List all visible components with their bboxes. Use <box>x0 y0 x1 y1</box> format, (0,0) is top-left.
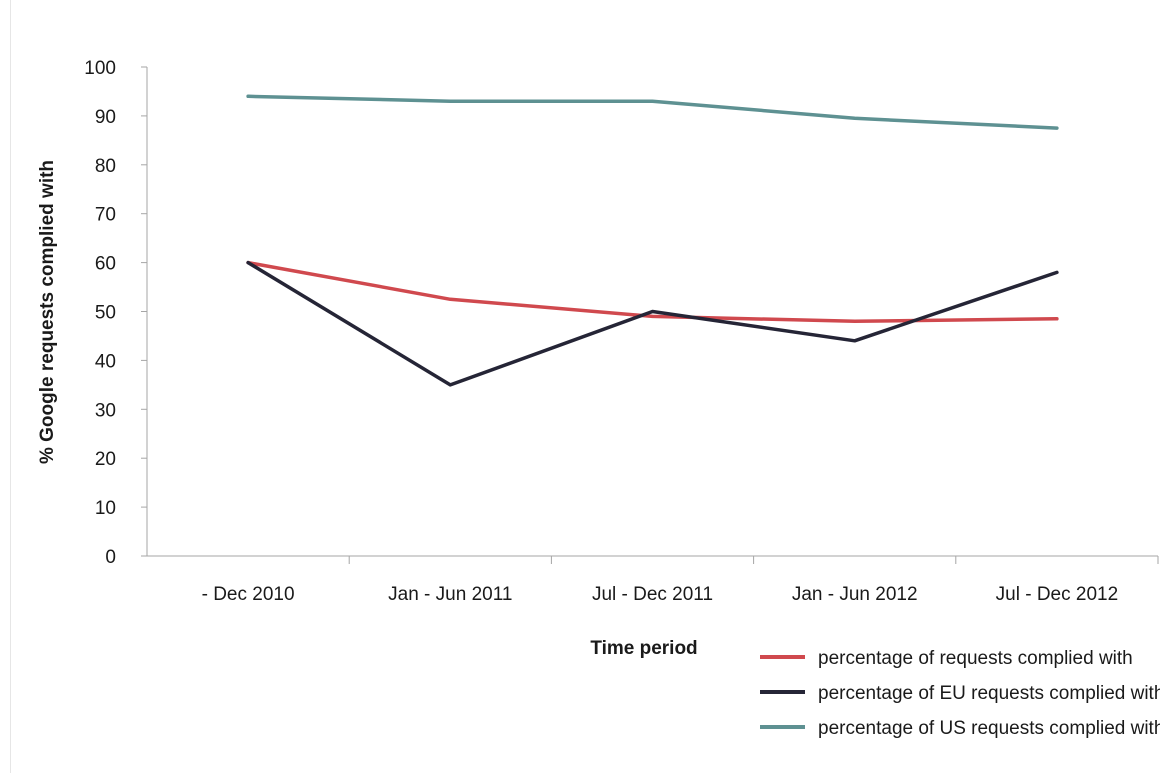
y-tick-label: 20 <box>95 449 116 470</box>
y-tick-label: 90 <box>95 107 116 128</box>
x-tick-label: Jan - Jun 2011 <box>388 584 512 605</box>
x-tick-label: Jul - Dec 2011 <box>592 584 713 605</box>
y-tick-label: 70 <box>95 205 116 226</box>
y-tick-label: 10 <box>95 498 116 519</box>
x-tick-label: Jan - Jun 2012 <box>792 584 918 605</box>
x-tick-label: Jul - Dec 2012 <box>996 584 1119 605</box>
legend-label: percentage of US requests complied with <box>818 718 1160 739</box>
series-line <box>248 263 1057 385</box>
y-tick-label: 50 <box>95 303 116 324</box>
y-tick-label: 80 <box>95 156 116 177</box>
x-tick-label: - Dec 2010 <box>202 584 295 605</box>
y-tick-label: 30 <box>95 400 116 421</box>
legend-label: percentage of EU requests complied with <box>818 683 1160 704</box>
y-tick-label: 60 <box>95 254 116 275</box>
y-tick-label: 100 <box>84 58 116 79</box>
y-tick-label: 40 <box>95 351 116 372</box>
page-border-line <box>10 0 11 773</box>
y-tick-label: 0 <box>105 547 116 568</box>
legend: percentage of requests complied with perc… <box>760 648 1160 739</box>
x-axis-ticks: - Dec 2010 Jan - Jun 2011 Jul - Dec 2011 Ja… <box>202 556 1158 605</box>
series-lines <box>248 96 1057 385</box>
y-axis-ticks: 0 10 20 30 40 50 60 70 80 90 100 <box>84 58 147 568</box>
y-axis-title: % Google requests complied with <box>37 160 58 464</box>
x-axis-title: Time period <box>590 638 697 659</box>
legend-label: percentage of requests complied with <box>818 648 1133 669</box>
series-line <box>248 96 1057 128</box>
